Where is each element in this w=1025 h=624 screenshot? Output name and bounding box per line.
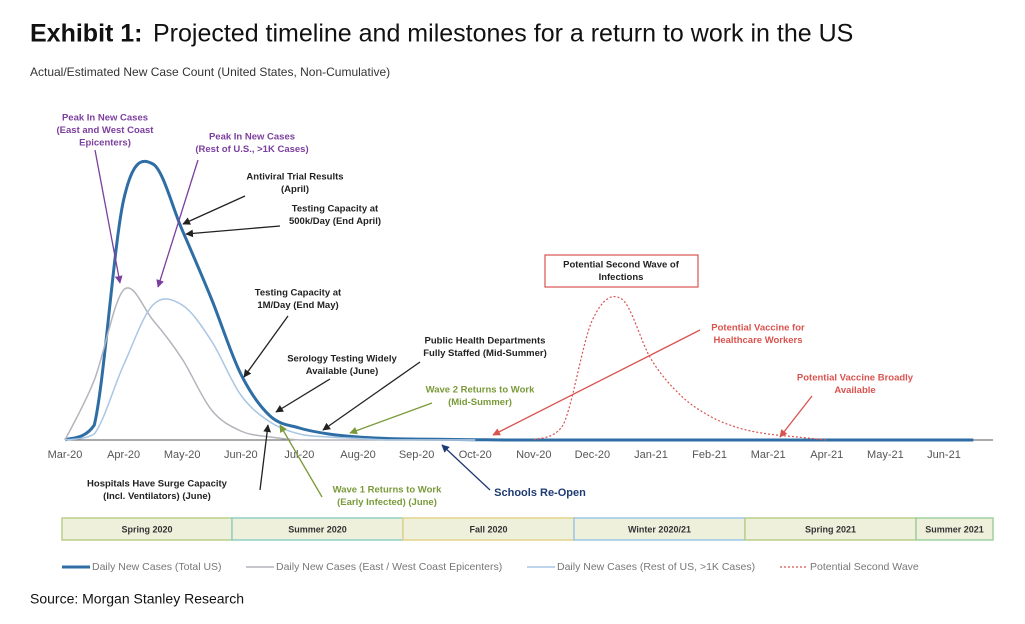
annotation-text: Fully Staffed (Mid-Summer) [423, 348, 547, 359]
x-tick-label: Feb-21 [692, 449, 727, 461]
annotation-text: Hospitals Have Surge Capacity [87, 479, 228, 490]
annotation-text: (East and West Coast [57, 125, 155, 136]
chart-title: Projected timeline and milestones for a … [153, 20, 853, 48]
annotation-text: (Mid-Summer) [448, 397, 512, 408]
x-tick-label: Apr-21 [810, 449, 843, 461]
annotation-text: 1M/Day (End May) [257, 300, 338, 311]
annotation-arrow [259, 424, 272, 491]
annotation-arrow [275, 378, 331, 413]
x-tick-label: Oct-20 [459, 449, 492, 461]
series-line [533, 295, 827, 441]
annotation-text: Available (June) [306, 366, 379, 377]
series-line [64, 159, 974, 442]
x-tick-label: Aug-20 [340, 449, 375, 461]
annotation-text: Available [834, 385, 875, 396]
x-tick-label: Sep-20 [399, 449, 434, 461]
annotation-text: (Early Infected) (June) [337, 497, 437, 508]
legend-label: Potential Second Wave [810, 561, 919, 573]
legend-label: Daily New Cases (Rest of US, >1K Cases) [557, 561, 755, 573]
annotation-text: Peak In New Cases [62, 113, 148, 124]
x-tick-label: Jun-21 [927, 449, 961, 461]
annotation-arrow [779, 395, 813, 438]
subtitle: Actual/Estimated New Case Count (United … [30, 65, 390, 79]
annotation-arrow [322, 361, 421, 431]
legend-label: Daily New Cases (Total US) [92, 561, 222, 573]
annotation-text: Wave 2 Returns to Work [426, 385, 535, 396]
series-line [64, 298, 476, 441]
annotation-text: Healthcare Workers [713, 335, 802, 346]
annotation-arrow [156, 159, 199, 288]
annotation-text: Schools Re-Open [494, 487, 586, 499]
title-label: Exhibit 1: [30, 20, 143, 48]
annotation-text: (April) [281, 184, 309, 195]
source: Source: Morgan Stanley Research [30, 591, 244, 607]
x-tick-label: May-20 [164, 449, 201, 461]
annotation-arrow [182, 195, 246, 225]
x-tick-label: May-21 [867, 449, 904, 461]
annotation-text: Epicenters) [79, 138, 131, 149]
annotation-text: Potential Vaccine for [711, 323, 805, 334]
season-label: Summer 2021 [925, 524, 984, 534]
annotation-text: Public Health Departments [425, 336, 546, 347]
annotation-box [544, 254, 699, 288]
annotation-text: Peak In New Cases [209, 132, 295, 143]
x-tick-label: Apr-20 [107, 449, 140, 461]
annotation-arrow [279, 424, 323, 498]
annotation-text: Wave 1 Returns to Work [333, 485, 442, 496]
x-tick-label: Mar-21 [751, 449, 786, 461]
annotation-text: (Incl. Ventilators) (June) [103, 491, 211, 502]
annotation-arrow [185, 225, 281, 238]
annotation-text: Potential Second Wave of [563, 260, 680, 271]
x-tick-label: Nov-20 [516, 449, 551, 461]
annotation-text: Infections [599, 272, 644, 283]
annotation-arrow [349, 402, 433, 435]
x-tick-label: Jun-20 [224, 449, 258, 461]
annotation-text: Testing Capacity at [292, 204, 379, 215]
x-tick-label: Jul-20 [284, 449, 314, 461]
annotation-text: Potential Vaccine Broadly [797, 373, 914, 384]
annotation-text: Testing Capacity at [255, 288, 342, 299]
season-cell [915, 517, 994, 541]
annotation-text: Antiviral Trial Results [246, 172, 343, 183]
season-label: Spring 2020 [121, 524, 172, 534]
x-tick-label: Dec-20 [575, 449, 610, 461]
season-label: Fall 2020 [469, 524, 507, 534]
legend-label: Daily New Cases (East / West Coast Epice… [276, 561, 502, 573]
annotation-arrow [94, 149, 123, 284]
annotation-arrow [441, 444, 491, 491]
x-tick-label: Mar-20 [48, 449, 83, 461]
x-tick-label: Jan-21 [634, 449, 668, 461]
annotation-text: Serology Testing Widely [287, 354, 397, 365]
annotation-arrow [243, 315, 289, 378]
season-label: Winter 2020/21 [628, 524, 691, 534]
annotation-arrow [492, 329, 701, 436]
season-label: Summer 2020 [288, 524, 347, 534]
annotation-text: 500k/Day (End April) [289, 216, 381, 227]
season-label: Spring 2021 [805, 524, 856, 534]
annotation-text: (Rest of U.S., >1K Cases) [195, 144, 308, 155]
